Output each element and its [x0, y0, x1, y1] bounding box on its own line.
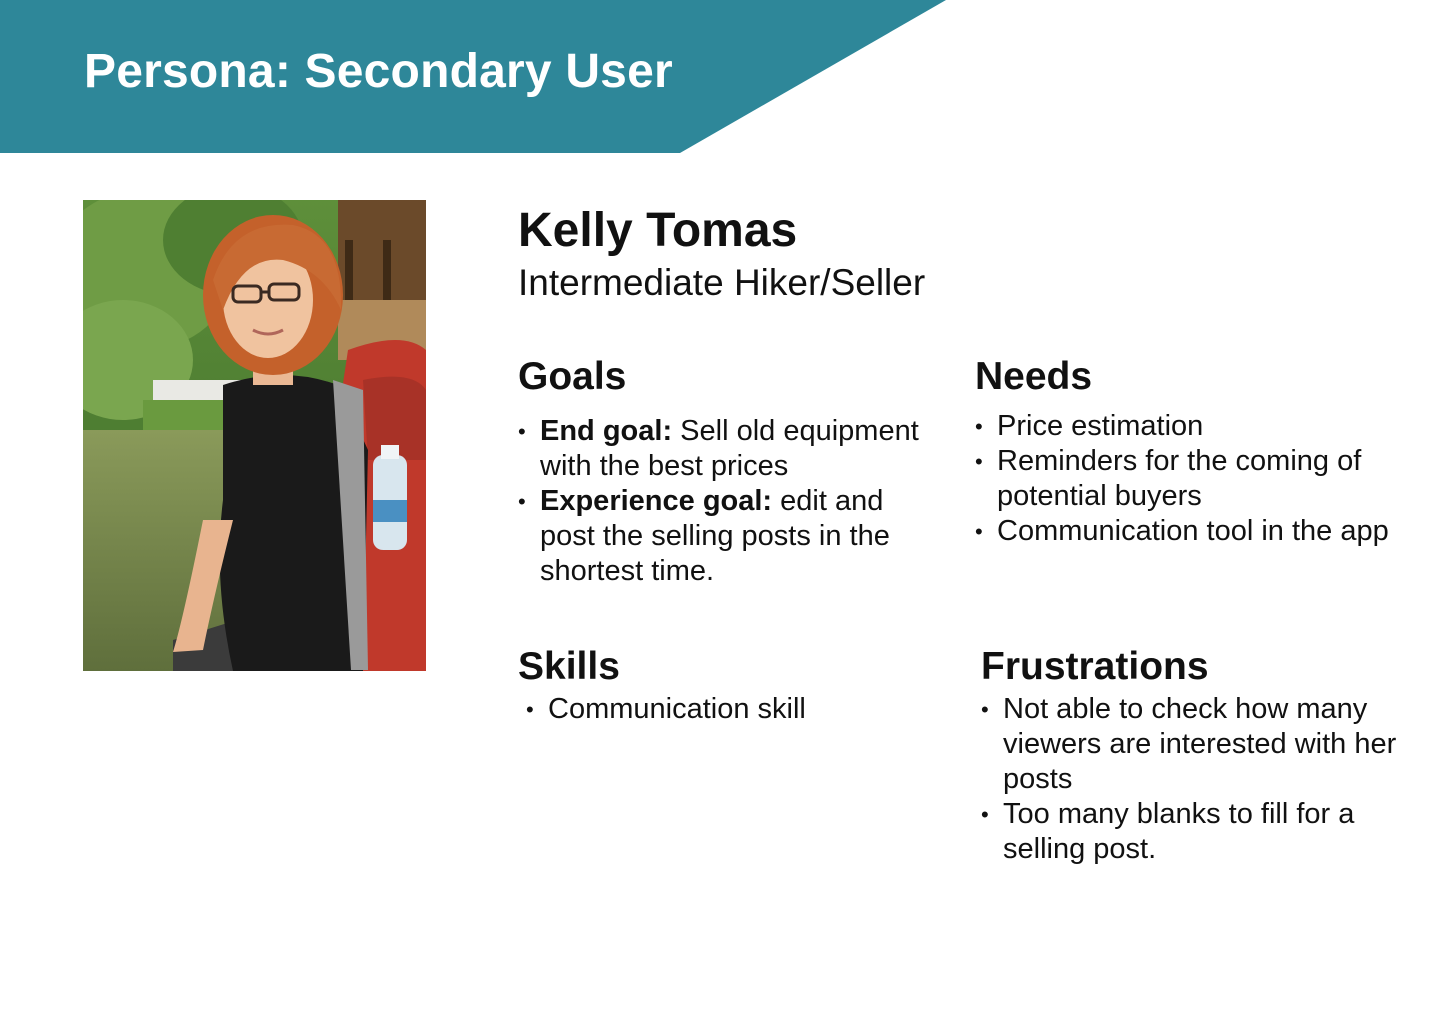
need-text: Price estimation: [997, 410, 1204, 442]
frustration-item: • Not able to check how many viewers are …: [981, 692, 1401, 797]
frustration-text: Too many blanks to fill for a selling po…: [1003, 798, 1355, 865]
bullet-icon: •: [526, 697, 534, 722]
goal-text: Sell old equipment with the best prices: [540, 415, 919, 482]
goal-item: • End goal: Sell old equipment with the b…: [518, 414, 938, 484]
skill-item: • Communication skill: [526, 692, 938, 727]
bullet-icon: •: [518, 489, 526, 514]
header-banner: [0, 0, 946, 153]
bullet-icon: •: [975, 519, 983, 544]
frustrations-heading: Frustrations: [981, 645, 1209, 688]
frustration-item: • Too many blanks to fill for a selling p…: [981, 797, 1401, 867]
need-text: Reminders for the coming of potential bu…: [997, 445, 1362, 512]
persona-role: Intermediate Hiker/Seller: [518, 262, 926, 303]
skills-heading: Skills: [518, 645, 620, 688]
goals-heading: Goals: [518, 355, 627, 398]
goals-list: • End goal: Sell old equipment with the b…: [518, 414, 938, 589]
skills-section: Skills • Communication skill: [518, 644, 938, 727]
frustrations-list: • Not able to check how many viewers are …: [981, 692, 1401, 867]
bullet-icon: •: [981, 697, 989, 722]
frustrations-section: Frustrations • Not able to check how many…: [981, 644, 1401, 867]
bullet-icon: •: [981, 802, 989, 827]
goal-item: • Experience goal: edit and post the sell…: [518, 484, 938, 589]
skill-text: Communication skill: [548, 693, 806, 725]
frustration-text: Not able to check how many viewers are i…: [1003, 693, 1397, 795]
goal-text: edit and post the selling posts in the s…: [540, 485, 890, 587]
need-item: • Communication tool in the app: [975, 514, 1395, 549]
bullet-icon: •: [975, 449, 983, 474]
persona-photo: [83, 200, 426, 671]
goal-label: End goal:: [540, 415, 673, 447]
goals-section: Goals • End goal: Sell old equipment with…: [518, 354, 938, 589]
needs-list: • Price estimation • Reminders for the com…: [975, 409, 1395, 549]
bullet-icon: •: [975, 414, 983, 439]
needs-section: Needs • Price estimation • Reminders for t…: [975, 354, 1395, 549]
goal-label: Experience goal:: [540, 485, 773, 517]
need-text: Communication tool in the app: [997, 515, 1389, 547]
persona-name: Kelly Tomas: [518, 204, 798, 257]
page-title: Persona: Secondary User: [84, 45, 673, 98]
needs-heading: Needs: [975, 355, 1093, 398]
skills-list: • Communication skill: [518, 692, 938, 727]
need-item: • Price estimation: [975, 409, 1395, 444]
bullet-icon: •: [518, 419, 526, 444]
need-item: • Reminders for the coming of potential b…: [975, 444, 1395, 514]
